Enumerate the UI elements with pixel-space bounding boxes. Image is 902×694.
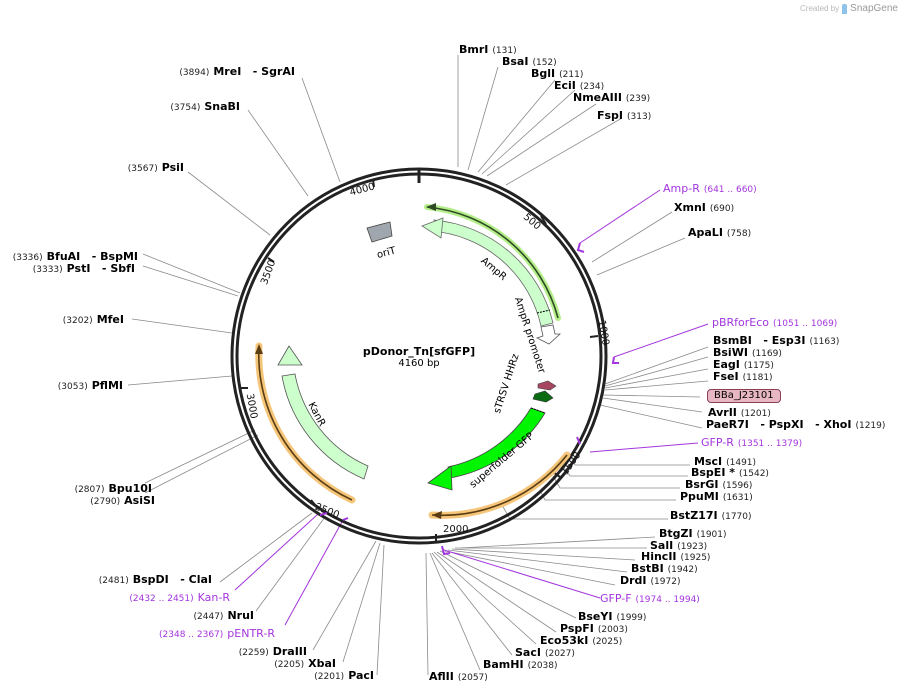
site-apali[interactable]: ApaLI (758) xyxy=(688,226,752,240)
site-fsei[interactable]: FseI (1181) xyxy=(713,370,773,384)
site-bsai[interactable]: BsaI (152) xyxy=(502,55,557,69)
leader-lines xyxy=(127,55,709,676)
primer-pbrforeco[interactable]: pBRforEco (1051 .. 1069) xyxy=(712,316,838,330)
site-bmri[interactable]: BmrI (131) xyxy=(459,43,517,57)
site-drdi[interactable]: DrdI (1972) xyxy=(620,574,681,588)
gfp-arrow-icon xyxy=(427,465,453,491)
plasmid-length: 4160 bp xyxy=(398,358,440,369)
orit-feature-icon[interactable] xyxy=(366,221,393,243)
feature-ampr[interactable] xyxy=(433,219,554,327)
watermark-brand: SnapGene xyxy=(850,3,898,14)
orit-label: oriT xyxy=(376,245,398,261)
bba-promoter-marker-icon[interactable] xyxy=(537,380,557,391)
site-bspdi-clai[interactable]: (2481) BspDI - ClaI xyxy=(98,573,212,587)
primer-gfp-f[interactable]: GFP-F (1974 .. 1994) xyxy=(600,592,700,606)
feature-ampr-promoter-icon[interactable] xyxy=(535,324,562,345)
svg-text:4000: 4000 xyxy=(349,181,376,198)
site-pspfi[interactable]: PspFI (2003) xyxy=(560,622,628,636)
site-psti-sbfi[interactable]: (3333) PstI - SbfI xyxy=(32,262,135,276)
tick-marks xyxy=(240,178,599,542)
site-draiii[interactable]: (2259) DraIII xyxy=(238,645,307,659)
site-bfuai-bspmi[interactable]: (3336) BfuAI - BspMI xyxy=(12,250,138,264)
primer-kan-r[interactable]: (2432 .. 2451) Kan-R xyxy=(129,591,230,605)
site-btgzi[interactable]: BtgZI (1901) xyxy=(659,527,727,541)
site-fspi[interactable]: FspI (313) xyxy=(597,109,652,123)
svg-text:1000: 1000 xyxy=(596,319,611,346)
site-nrui[interactable]: (2447) NruI xyxy=(193,609,255,623)
strsv-hhrz-marker-icon[interactable] xyxy=(532,390,554,403)
site-snabi[interactable]: (3754) SnaBI xyxy=(170,100,240,114)
svg-text:3000: 3000 xyxy=(244,393,259,420)
site-aflii[interactable]: AflII (2057) xyxy=(429,670,488,684)
snapgene-watermark: Created by SnapGene xyxy=(800,3,898,14)
svg-text:500: 500 xyxy=(521,212,543,233)
orange-arc-lower-arrow-icon xyxy=(432,511,442,519)
plasmid-name: pDonor_Tn[sfGFP] xyxy=(362,345,476,358)
site-psii[interactable]: (3567) PsiI xyxy=(127,161,184,175)
site-mfei[interactable]: (3202) MfeI xyxy=(62,313,124,327)
ampr-boundary xyxy=(536,309,551,314)
site-eagi[interactable]: EagI (1175) xyxy=(713,358,774,372)
gfp-boundary xyxy=(530,407,546,414)
site-sali[interactable]: SalI (1923) xyxy=(650,539,708,553)
site-asisi[interactable]: (2790) AsiSI xyxy=(90,494,155,508)
site-xbai[interactable]: (2205) XbaI xyxy=(274,657,336,671)
site-paer7i-pspxi-xhoi[interactable]: PaeR7I - PspXI - XhoI (1219) xyxy=(706,418,886,432)
site-bsmbi-esp3i[interactable]: BsmBI - Esp3I (1163) xyxy=(713,334,840,348)
site-paci[interactable]: (2201) PacI xyxy=(314,669,374,683)
site-bstbi[interactable]: BstBI (1942) xyxy=(631,562,698,576)
site-bstz17i[interactable]: BstZ17I (1770) xyxy=(670,509,752,523)
green-arc-top-arrow-icon xyxy=(426,203,436,211)
site-xmni[interactable]: XmnI (690) xyxy=(674,201,735,215)
orange-arc-left-line xyxy=(257,345,353,501)
site-mrei-sgrai[interactable]: (3894) MreI - SgrAI xyxy=(179,65,295,79)
site-pflmi[interactable]: (3053) PflMI xyxy=(57,379,123,393)
site-avrii[interactable]: AvrII (1201) xyxy=(708,406,771,420)
primer-amp-r[interactable]: Amp-R (641 .. 660) xyxy=(663,182,757,196)
site-hincii[interactable]: HincII (1925) xyxy=(641,550,711,564)
green-arc-top-line xyxy=(426,206,559,319)
snapgene-logo-icon xyxy=(842,3,848,14)
watermark-prefix: Created by xyxy=(800,4,840,13)
bba-j23101-label[interactable]: BBa_J23101 xyxy=(707,389,781,403)
site-ecii[interactable]: EciI (234) xyxy=(554,79,605,93)
svg-text:2000: 2000 xyxy=(443,524,468,535)
primer-markers xyxy=(319,242,619,556)
site-bspei[interactable]: BspEI * (1542) xyxy=(691,466,769,480)
site-bamhi[interactable]: BamHI (2038) xyxy=(483,658,558,672)
ampr-arrow-icon xyxy=(421,217,444,239)
primer-pentr-r[interactable]: (2348 .. 2367) pENTR-R xyxy=(159,627,275,641)
site-ppumi[interactable]: PpuMI (1631) xyxy=(680,490,753,504)
site-bseyi[interactable]: BseYI (1999) xyxy=(578,610,647,624)
site-saci[interactable]: SacI (2027) xyxy=(515,646,575,660)
site-bsrgi[interactable]: BsrGI (1596) xyxy=(685,478,753,492)
kanr-arrow-icon xyxy=(277,345,303,366)
orange-arc-left-arrow-icon xyxy=(255,344,263,354)
site-bgli[interactable]: BglI (211) xyxy=(531,67,584,81)
orange-arc-lower-line xyxy=(431,454,568,517)
site-bsiwi[interactable]: BsiWI (1169) xyxy=(713,346,782,360)
feature-kanr[interactable] xyxy=(281,373,369,480)
site-nmeaiii[interactable]: NmeAIII (239) xyxy=(573,91,651,105)
site-msci[interactable]: MscI (1491) xyxy=(694,455,757,469)
primer-gfp-r[interactable]: GFP-R (1351 .. 1379) xyxy=(701,436,803,450)
site-eco53ki[interactable]: Eco53kI (2025) xyxy=(540,634,623,648)
site-bpu10i[interactable]: (2807) Bpu10I xyxy=(74,482,152,496)
primer-leader-lines xyxy=(234,189,709,626)
